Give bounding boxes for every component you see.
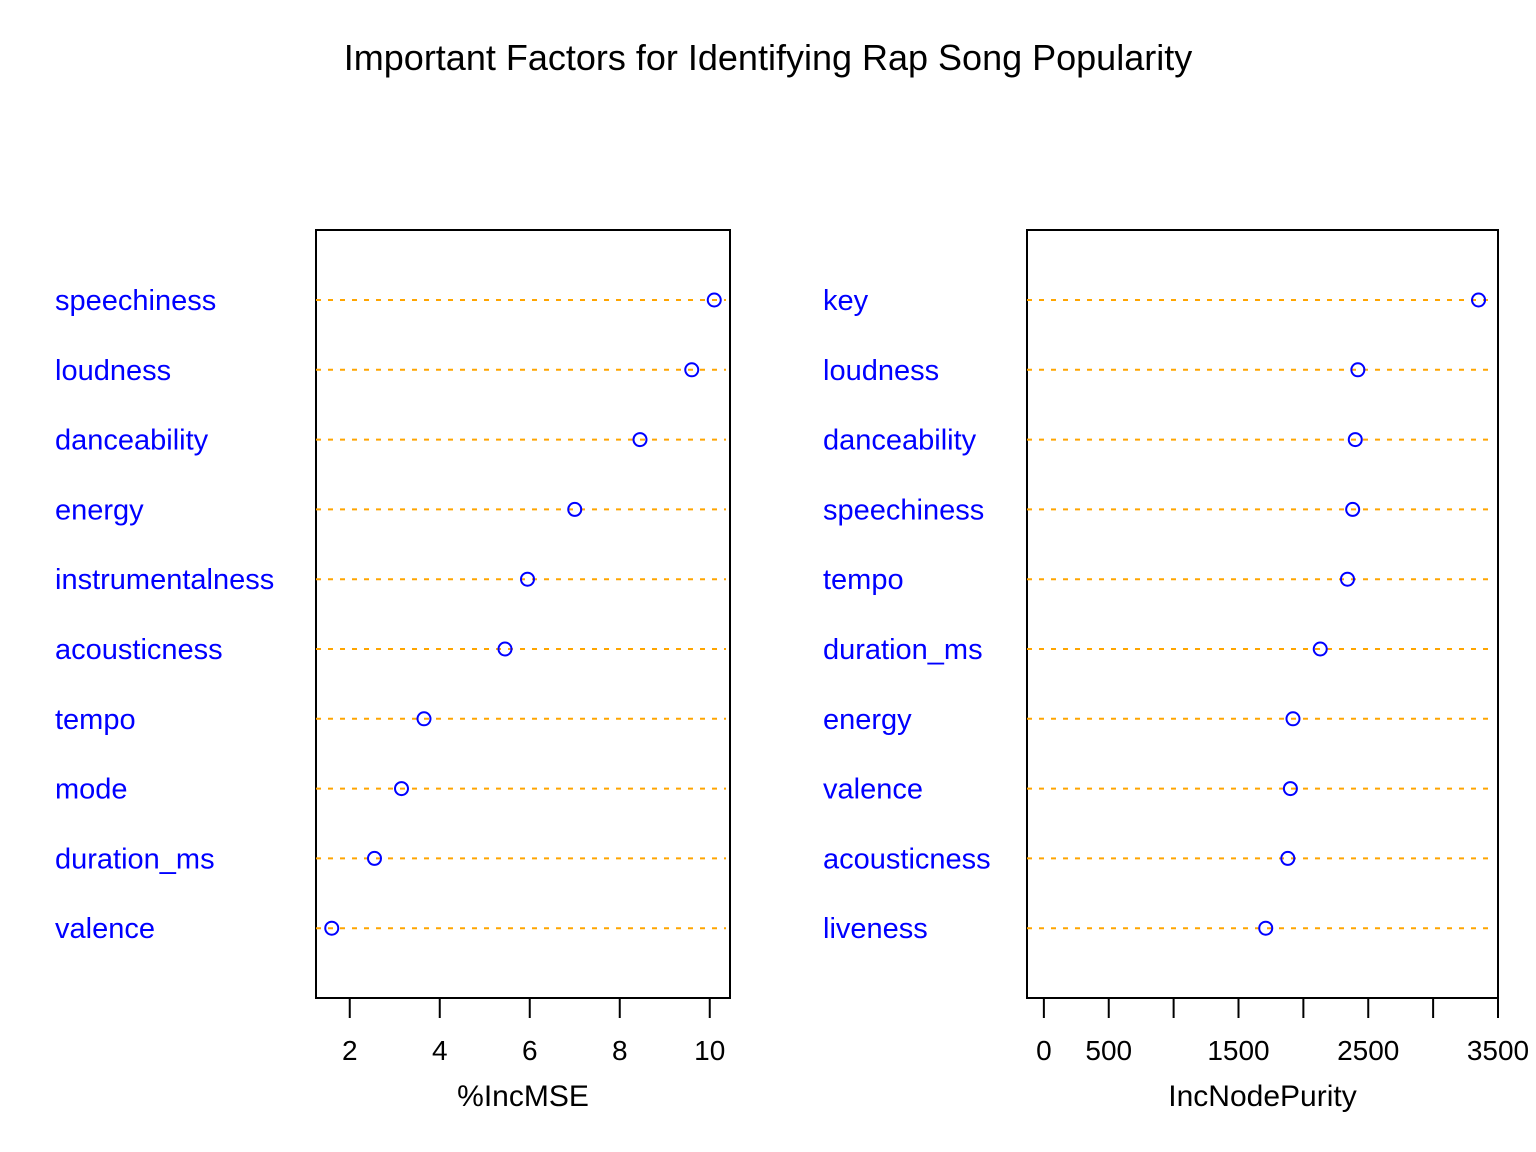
variable-label: speechiness <box>55 285 216 317</box>
importance-point <box>1350 362 1366 378</box>
x-tick-label: 4 <box>432 1035 448 1066</box>
importance-point <box>567 501 583 517</box>
variable-label: speechiness <box>823 494 984 526</box>
importance-point <box>416 711 432 727</box>
variable-label: danceability <box>55 425 209 457</box>
variable-label: acousticness <box>823 843 991 875</box>
variable-label: tempo <box>55 704 136 736</box>
importance-point <box>1339 571 1355 587</box>
variable-label: valence <box>55 913 155 945</box>
variable-label: instrumentalness <box>55 564 274 596</box>
variable-label: key <box>823 285 869 317</box>
x-tick-label: 8 <box>612 1035 628 1066</box>
x-tick-label: 10 <box>694 1035 725 1066</box>
variable-label: energy <box>823 704 912 736</box>
x-axis-label: %IncMSE <box>457 1080 589 1113</box>
x-tick-label: 3500 <box>1467 1035 1529 1066</box>
variable-label: energy <box>55 494 144 526</box>
x-tick-label: 0 <box>1036 1035 1052 1066</box>
importance-point <box>367 850 382 866</box>
plot-frame <box>315 229 731 999</box>
importance-point <box>1345 501 1361 517</box>
importance-point <box>1280 850 1296 866</box>
importance-point <box>1282 781 1298 797</box>
importance-point <box>1471 292 1487 308</box>
x-tick-label: 1500 <box>1207 1035 1269 1066</box>
chart-title: Important Factors for Identifying Rap So… <box>344 37 1192 78</box>
variable-label: duration_ms <box>55 843 215 875</box>
importance-point <box>706 292 722 308</box>
x-tick-label: 2 <box>342 1035 358 1066</box>
importance-point <box>1347 432 1363 448</box>
plot-frame <box>1026 229 1499 999</box>
importance-point <box>497 641 513 657</box>
importance-point <box>632 432 648 448</box>
importance-point <box>520 571 535 587</box>
x-axis-label: IncNodePurity <box>1168 1080 1356 1113</box>
variable-label: tempo <box>823 564 904 596</box>
variable-label: danceability <box>823 425 977 457</box>
importance-point <box>324 920 340 936</box>
variable-label: duration_ms <box>823 634 983 666</box>
variable-label: acousticness <box>55 634 223 666</box>
x-tick-label: 2500 <box>1337 1035 1399 1066</box>
variable-label: mode <box>55 774 128 806</box>
variable-label: valence <box>823 774 923 806</box>
importance-point <box>1312 641 1328 657</box>
panel-incmse: speechiness loudness danceability energy ins… <box>55 229 731 1113</box>
importance-point <box>1285 711 1301 727</box>
variable-label: liveness <box>823 913 928 945</box>
variable-label: loudness <box>823 355 939 387</box>
x-tick-label: 500 <box>1085 1035 1132 1066</box>
x-tick-label: 6 <box>522 1035 538 1066</box>
importance-point <box>394 781 409 797</box>
importance-point <box>1258 920 1274 936</box>
importance-point <box>684 362 700 378</box>
panel-incnodepurity: key loudness danceability speechiness tempo d… <box>823 229 1529 1113</box>
variable-label: loudness <box>55 355 171 387</box>
